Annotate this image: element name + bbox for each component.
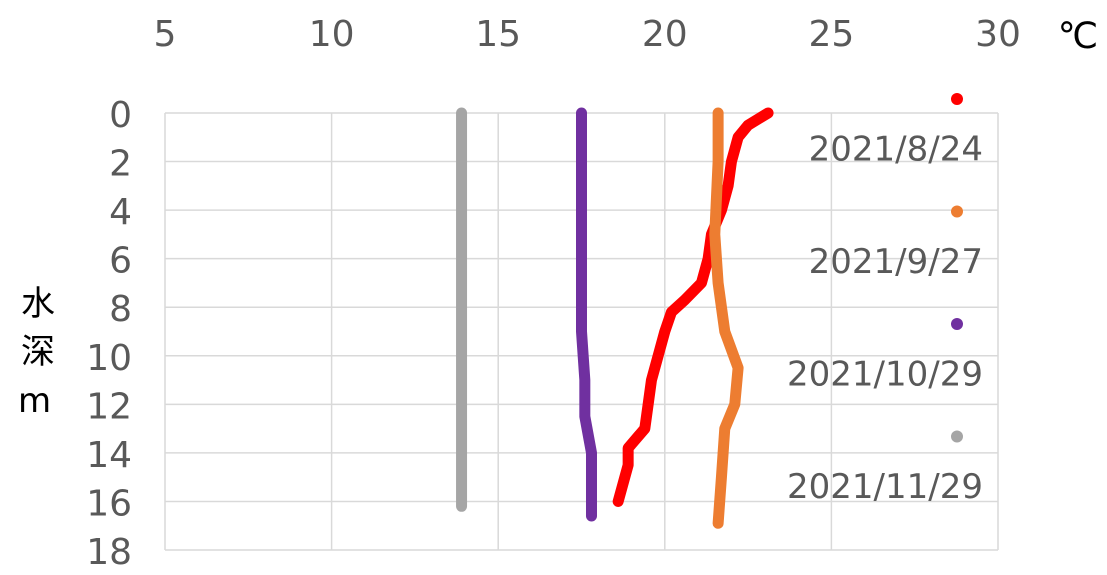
profile-line (612, 107, 774, 507)
y-tick-label: 18 (86, 532, 132, 573)
x-tick-label: 25 (808, 14, 854, 55)
legend-label: 2021/10/29 (787, 355, 983, 395)
profile-line (709, 107, 744, 529)
legend-marker (951, 430, 963, 443)
legend-label: 2021/9/27 (809, 242, 983, 282)
x-tick-label: 15 (475, 14, 521, 55)
y-tick-label: 8 (109, 289, 132, 330)
legend-marker (951, 318, 963, 330)
y-tick-label: 14 (86, 435, 132, 476)
x-tick-label: 10 (309, 14, 355, 55)
legend-label: 2021/8/24 (809, 130, 983, 170)
y-tick-label: 6 (109, 241, 132, 282)
y-tick-label: 16 (86, 483, 132, 524)
legend-marker (951, 205, 963, 218)
x-tick-label: 20 (642, 14, 688, 55)
x-axis-label: ℃ (1058, 16, 1098, 57)
y-tick-label: 0 (109, 95, 132, 136)
legend-marker (951, 93, 963, 105)
profile-line (576, 107, 597, 522)
x-tick-label: 5 (154, 14, 177, 55)
y-tick-label: 12 (86, 386, 132, 427)
y-axis-label: 水深m (15, 285, 55, 435)
y-tick-label: 10 (86, 338, 132, 379)
legend-label: 2021/11/29 (787, 467, 983, 507)
y-tick-label: 2 (109, 144, 132, 185)
y-tick-label: 4 (109, 192, 132, 233)
x-tick-label: 30 (975, 14, 1021, 55)
